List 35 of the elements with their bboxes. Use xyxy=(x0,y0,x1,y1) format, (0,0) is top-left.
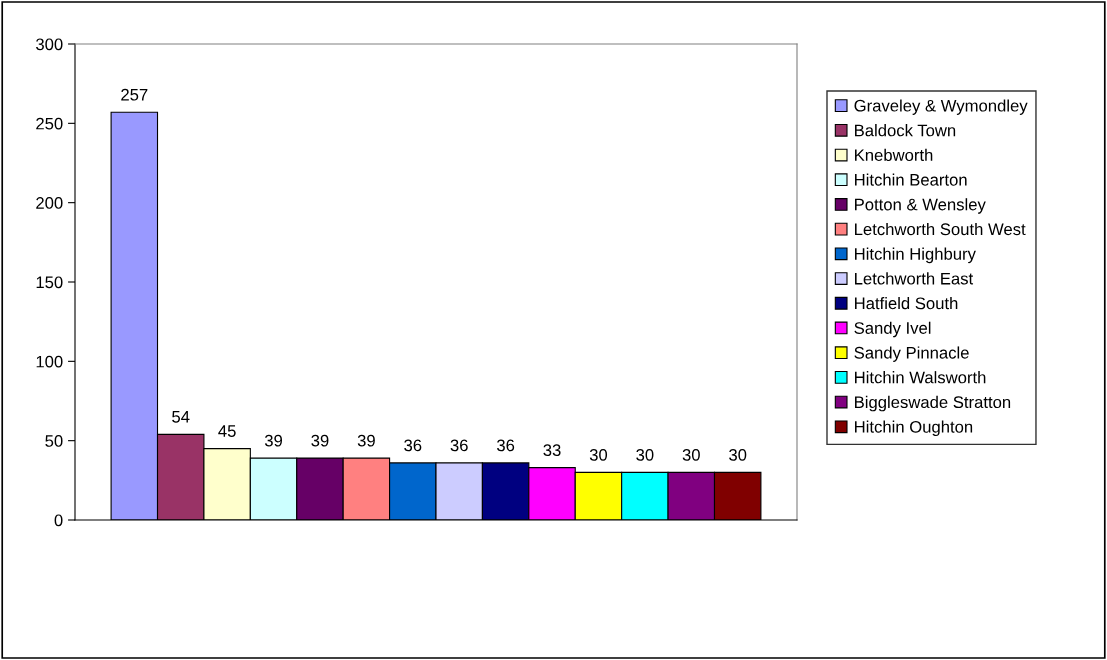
legend-label: Hatfield South xyxy=(855,297,958,310)
data-label: 30 xyxy=(636,448,654,461)
legend-label: Sandy Ivel xyxy=(854,321,931,338)
legend-label: Graveley & Wymondley xyxy=(854,99,1028,115)
legend-label: Letchworth South West xyxy=(855,222,1026,236)
legend-label: Hitchin Walsworth xyxy=(855,371,986,384)
legend-label: Sandy Pinnacle xyxy=(854,346,969,362)
data-label: 257 xyxy=(121,88,148,101)
data-label: 54 xyxy=(172,411,190,423)
legend-label: Potton & Wensley xyxy=(855,198,986,214)
data-label: 33 xyxy=(543,444,561,457)
legend-label: Hitchin Oughton xyxy=(855,420,973,437)
y-tick-label: 250 xyxy=(36,117,63,130)
y-tick-label: 300 xyxy=(36,38,63,51)
data-label: 45 xyxy=(218,425,236,437)
y-tick-label: 200 xyxy=(36,197,63,209)
data-label: 30 xyxy=(729,448,747,461)
data-label: 36 xyxy=(404,439,422,452)
data-label: 30 xyxy=(682,448,700,461)
legend-label: Baldock Town xyxy=(855,124,956,137)
data-label: 36 xyxy=(450,439,468,452)
y-tick-label: 50 xyxy=(45,435,63,447)
data-label: 39 xyxy=(264,434,283,447)
data-label: 30 xyxy=(589,448,608,461)
data-label: 39 xyxy=(357,434,375,447)
legend-label: Letchworth East xyxy=(855,272,974,285)
y-tick-label: 150 xyxy=(36,276,63,289)
legend-label: Hitchin Highbury xyxy=(855,247,976,264)
y-tick-label: 100 xyxy=(36,355,63,368)
legend-label: Hitchin Bearton xyxy=(855,173,967,186)
data-label: 39 xyxy=(311,434,329,447)
legend-label: Knebworth xyxy=(855,148,933,162)
data-label: 36 xyxy=(496,439,515,452)
y-tick-label: 0 xyxy=(54,514,63,527)
legend-label: Biggleswade Stratton xyxy=(855,395,1011,412)
